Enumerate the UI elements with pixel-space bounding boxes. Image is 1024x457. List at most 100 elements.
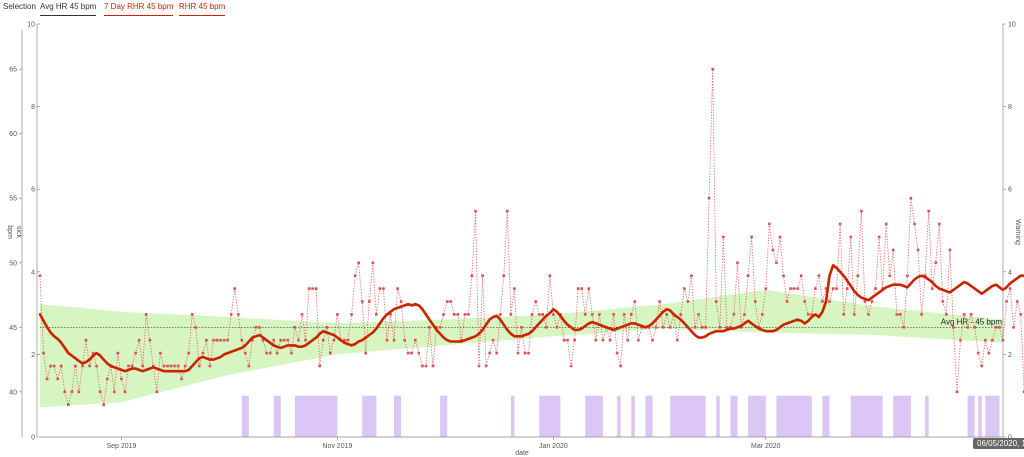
rhr-point[interactable]: [860, 209, 863, 213]
rhr-point[interactable]: [814, 287, 817, 290]
rhr-point[interactable]: [513, 287, 516, 290]
rhr-point[interactable]: [215, 338, 219, 342]
rhr-point[interactable]: [272, 338, 275, 342]
rhr-point[interactable]: [474, 209, 477, 213]
rhr-point[interactable]: [290, 351, 293, 355]
rhr-point[interactable]: [410, 351, 413, 355]
avg7-line[interactable]: [38, 259, 1024, 373]
rhr-point[interactable]: [180, 377, 183, 381]
rhr-point[interactable]: [45, 377, 49, 381]
rhr-point[interactable]: [261, 338, 265, 342]
rhr-point[interactable]: [707, 196, 711, 200]
rhr-point[interactable]: [98, 390, 102, 394]
rhr-point[interactable]: [566, 338, 569, 342]
rhr-point[interactable]: [467, 313, 470, 316]
rhr-point[interactable]: [438, 326, 442, 329]
rhr-point[interactable]: [658, 300, 661, 303]
rhr-point[interactable]: [966, 326, 969, 329]
rhr-point[interactable]: [810, 313, 814, 316]
rhr-point[interactable]: [265, 351, 268, 355]
rhr-point[interactable]: [244, 351, 247, 355]
rhr-point[interactable]: [594, 338, 598, 342]
rhr-point[interactable]: [353, 274, 357, 277]
rhr-point[interactable]: [38, 274, 42, 277]
rhr-point[interactable]: [693, 326, 697, 329]
rhr-point[interactable]: [254, 326, 258, 329]
rhr-point[interactable]: [771, 248, 775, 252]
rhr-point[interactable]: [916, 248, 920, 252]
rhr-point[interactable]: [318, 364, 321, 368]
rhr-point[interactable]: [945, 313, 948, 316]
rhr-point[interactable]: [300, 313, 304, 316]
rhr-point[interactable]: [212, 338, 215, 342]
rhr-point[interactable]: [998, 326, 1001, 329]
rhr-point[interactable]: [403, 338, 406, 342]
rhr-point[interactable]: [877, 235, 881, 239]
rhr-point[interactable]: [52, 364, 56, 368]
rhr-point[interactable]: [980, 364, 984, 368]
rhr-point[interactable]: [952, 326, 955, 329]
rhr-point[interactable]: [920, 313, 923, 316]
rhr-point[interactable]: [134, 351, 137, 355]
rhr-point[interactable]: [389, 313, 392, 316]
rhr-point[interactable]: [382, 287, 385, 290]
rhr-point[interactable]: [187, 351, 190, 355]
rhr-point[interactable]: [222, 338, 226, 342]
rhr-point[interactable]: [183, 364, 187, 368]
rhr-point[interactable]: [962, 313, 966, 316]
rhr-point[interactable]: [506, 209, 509, 213]
rhr-point[interactable]: [934, 261, 937, 265]
rhr-point[interactable]: [612, 313, 615, 316]
rhr-point[interactable]: [368, 300, 371, 303]
rhr-point[interactable]: [520, 326, 523, 329]
rhr-point[interactable]: [633, 300, 637, 303]
rhr-point[interactable]: [569, 364, 573, 368]
rhr-point[interactable]: [690, 274, 693, 277]
rhr-point[interactable]: [686, 300, 690, 303]
rhr-point[interactable]: [955, 390, 959, 394]
rhr-point[interactable]: [537, 313, 541, 316]
rhr-point[interactable]: [849, 235, 853, 239]
rhr-point[interactable]: [144, 313, 148, 316]
rhr-point[interactable]: [856, 274, 860, 277]
rhr-point[interactable]: [346, 338, 350, 342]
rhr-point[interactable]: [587, 287, 591, 290]
rhr-point[interactable]: [782, 274, 785, 277]
rhr-point[interactable]: [491, 338, 495, 342]
rhr-point[interactable]: [360, 300, 364, 303]
rhr-point[interactable]: [233, 287, 236, 290]
rhr-point[interactable]: [208, 364, 212, 368]
rhr-point[interactable]: [176, 364, 180, 368]
rhr-point[interactable]: [148, 338, 152, 342]
rhr-point[interactable]: [1012, 326, 1015, 329]
rhr-point[interactable]: [102, 403, 105, 406]
rhr-point[interactable]: [88, 364, 91, 368]
rhr-point[interactable]: [70, 390, 74, 394]
rhr-point[interactable]: [527, 351, 530, 355]
rhr-point[interactable]: [835, 287, 838, 290]
rhr-point[interactable]: [615, 351, 619, 355]
rhr-point[interactable]: [307, 287, 311, 290]
selection-7day-rhr[interactable]: 7 Day RHR 45 bpm: [104, 0, 174, 16]
rhr-point[interactable]: [357, 261, 360, 265]
avg7-series[interactable]: [38, 259, 1024, 373]
rhr-point[interactable]: [332, 338, 336, 342]
selection-avg-hr[interactable]: Avg HR 45 bpm: [40, 0, 97, 16]
selection-rhr[interactable]: RHR 45 bpm: [179, 0, 226, 16]
rhr-point[interactable]: [190, 313, 194, 316]
rhr-point[interactable]: [845, 287, 849, 290]
rhr-point[interactable]: [768, 222, 771, 226]
rhr-point[interactable]: [637, 338, 640, 342]
rhr-point[interactable]: [867, 313, 870, 316]
rhr-point[interactable]: [598, 313, 601, 316]
rhr-point[interactable]: [42, 351, 45, 355]
rhr-point[interactable]: [392, 338, 396, 342]
rhr-point[interactable]: [201, 351, 205, 355]
rhr-point[interactable]: [761, 313, 764, 316]
rhr-point[interactable]: [283, 338, 286, 342]
rhr-point[interactable]: [399, 300, 403, 303]
rhr-point[interactable]: [1005, 300, 1008, 303]
rhr-point[interactable]: [523, 351, 527, 355]
rhr-point[interactable]: [293, 326, 297, 329]
rhr-point[interactable]: [906, 274, 909, 277]
